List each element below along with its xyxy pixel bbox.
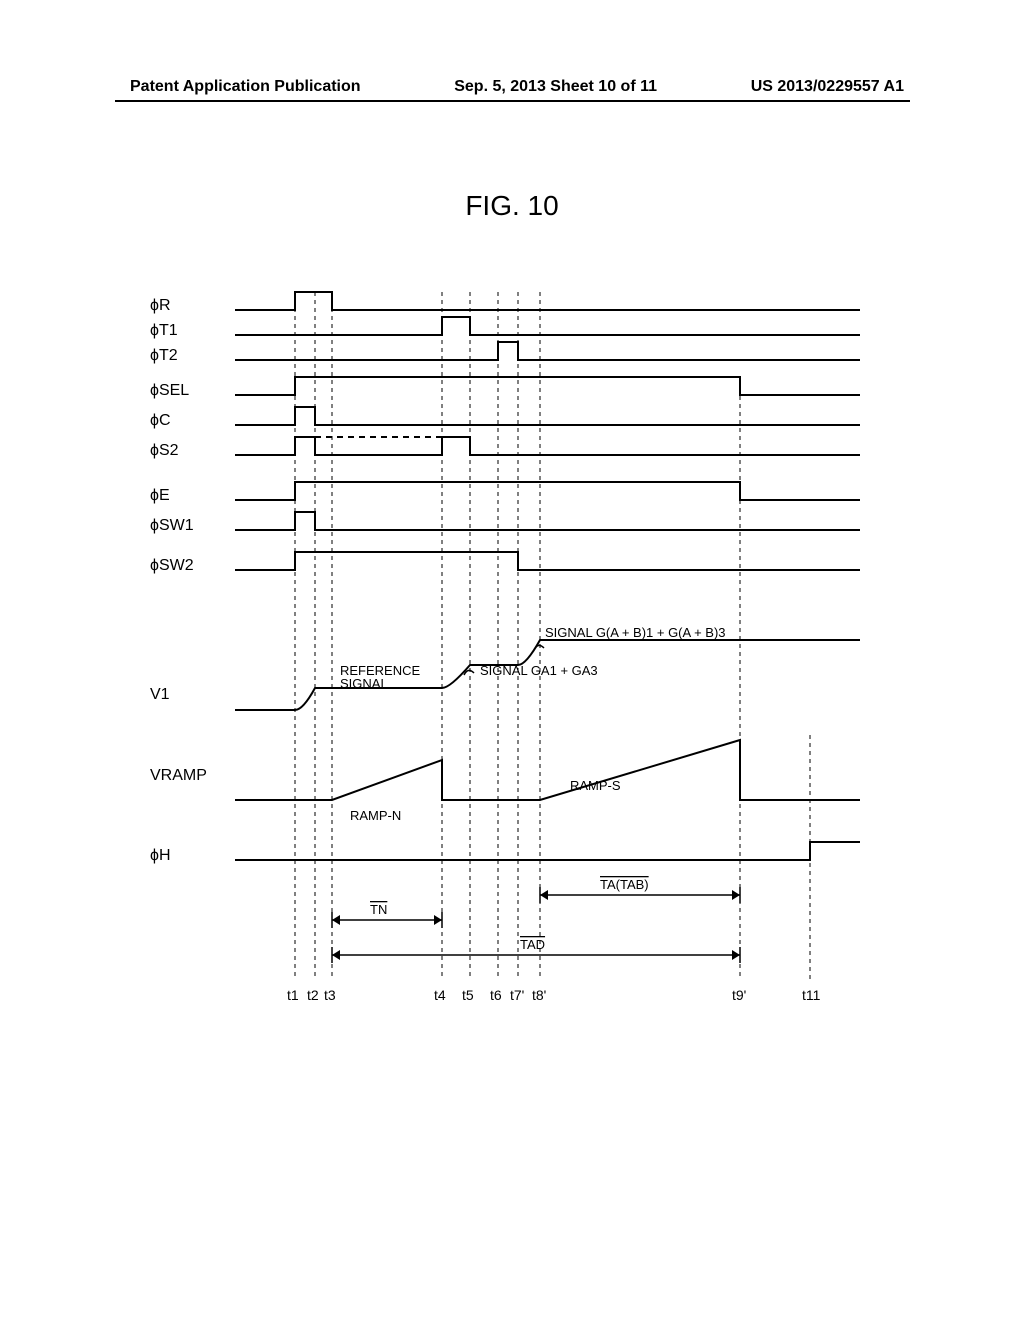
svg-text:TA(TAB): TA(TAB)	[600, 877, 649, 892]
svg-text:TAD: TAD	[520, 937, 545, 952]
svg-text:ϕR: ϕR	[150, 297, 171, 314]
svg-text:ϕSW2: ϕSW2	[150, 557, 194, 574]
svg-text:ϕH: ϕH	[150, 847, 171, 864]
timing-svg: ϕRϕT1ϕT2ϕSELϕCϕS2ϕEϕSW1ϕSW2V1REFERENCESI…	[140, 280, 890, 1080]
svg-text:ϕT2: ϕT2	[150, 347, 178, 364]
svg-text:ϕS2: ϕS2	[150, 442, 179, 459]
svg-text:t5: t5	[462, 987, 474, 1003]
svg-text:ϕSW1: ϕSW1	[150, 517, 194, 534]
page-header: Patent Application Publication Sep. 5, 2…	[0, 78, 1024, 96]
svg-text:t11: t11	[802, 987, 821, 1003]
svg-text:t3: t3	[324, 987, 336, 1003]
svg-text:t7': t7'	[510, 987, 524, 1003]
page: Patent Application Publication Sep. 5, 2…	[0, 0, 1024, 1320]
svg-text:RAMP-S: RAMP-S	[570, 778, 621, 793]
svg-text:SIGNAL GA1 + GA3: SIGNAL GA1 + GA3	[480, 663, 598, 678]
svg-text:ϕSEL: ϕSEL	[150, 382, 189, 399]
figure-title: FIG. 10	[0, 190, 1024, 222]
svg-text:t6: t6	[490, 987, 502, 1003]
svg-text:ϕE: ϕE	[150, 487, 170, 504]
timing-diagram: ϕRϕT1ϕT2ϕSELϕCϕS2ϕEϕSW1ϕSW2V1REFERENCESI…	[140, 280, 890, 1080]
header-rule	[115, 100, 910, 102]
svg-text:t4: t4	[434, 987, 446, 1003]
svg-text:t2: t2	[307, 987, 319, 1003]
header-center: Sep. 5, 2013 Sheet 10 of 11	[454, 78, 657, 96]
header-left: Patent Application Publication	[130, 78, 361, 96]
svg-text:ϕT1: ϕT1	[150, 322, 178, 339]
svg-text:TN: TN	[370, 902, 387, 917]
svg-text:SIGNAL G(A + B)1 + G(A + B)3: SIGNAL G(A + B)1 + G(A + B)3	[545, 625, 726, 640]
svg-text:t9': t9'	[732, 987, 746, 1003]
svg-text:t8': t8'	[532, 987, 546, 1003]
svg-text:SIGNAL: SIGNAL	[340, 676, 388, 691]
svg-text:RAMP-N: RAMP-N	[350, 808, 401, 823]
svg-text:t1: t1	[287, 987, 299, 1003]
svg-text:V1: V1	[150, 686, 170, 703]
svg-text:VRAMP: VRAMP	[150, 767, 207, 784]
svg-text:ϕC: ϕC	[150, 412, 171, 429]
header-right: US 2013/0229557 A1	[751, 78, 904, 96]
